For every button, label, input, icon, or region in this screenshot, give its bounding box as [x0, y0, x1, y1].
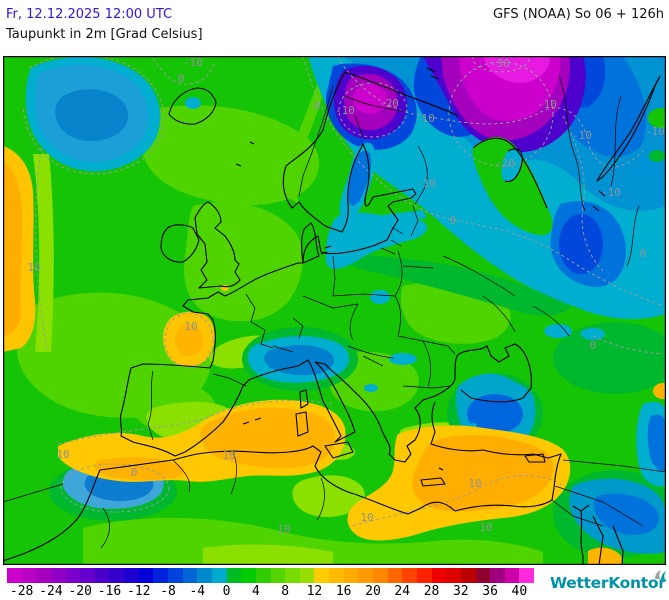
legend-cell [241, 568, 256, 583]
legend-cell [211, 568, 227, 583]
europe-dewpoint-map: -10 -30 0 0 -20 -10 -10 -10 -10 -10 -20 -10 -10 0 0 0 10… [2, 54, 669, 566]
contour-value-label: 10 [360, 511, 373, 524]
legend-cell [387, 568, 403, 583]
legend-tick-label: -28 [9, 584, 34, 599]
legend-cell [182, 568, 198, 583]
legend-cell [36, 568, 51, 583]
contour-value-label: -10 [335, 104, 355, 117]
contour-value-label: -10 [601, 186, 621, 199]
legend-cell [7, 568, 22, 583]
legend-tick-label: 20 [365, 584, 381, 599]
contour-value-label: -10 [572, 129, 592, 142]
legend-cell [314, 568, 330, 583]
legend-cell [358, 568, 374, 583]
legend-tick-label: -16 [97, 584, 122, 599]
legend-cell [446, 568, 461, 583]
contour-value-label: -10 [415, 112, 435, 125]
contour-value-label: -10 [537, 98, 557, 111]
contour-value-label: -20 [495, 157, 515, 170]
legend-cell [416, 568, 432, 583]
contour-value-label: 0 [131, 466, 138, 479]
contour-value-label: 10 [468, 477, 481, 490]
legend-cell [197, 568, 212, 583]
contour-value-label: 0 [178, 72, 185, 85]
legend-cell [299, 568, 315, 583]
legend-tick-label: 12 [306, 584, 323, 599]
contour-value-label: -10 [416, 177, 436, 190]
legend-cell [270, 568, 286, 583]
legend-cell [343, 568, 359, 583]
contour-value-label: -10 [183, 56, 203, 69]
contour-value-label: 10 [184, 320, 197, 333]
contour-value-label: 10 [479, 521, 492, 534]
color-scale-bar [7, 568, 535, 583]
logo-swoosh-icon [655, 570, 666, 580]
contour-value-label: 0 [590, 339, 597, 352]
legend-tick-label: -24 [39, 584, 63, 599]
logo-text: WetterKontor [550, 574, 666, 592]
legend-cell [94, 568, 110, 583]
coastlines [2, 67, 661, 566]
map-datetime: Fr, 12.12.2025 12:00 UTC [6, 7, 173, 22]
legend-tick-label: 4 [251, 584, 260, 599]
legend-tick-label: 0 [222, 584, 231, 599]
legend-cell [50, 568, 66, 583]
legend-cell [255, 568, 271, 583]
legend-cell [153, 568, 169, 583]
legend-tick-label: -20 [68, 584, 92, 599]
contour-value-label: 10 [27, 261, 40, 274]
legend-cell [109, 568, 125, 583]
legend-tick-label: 24 [394, 584, 411, 599]
legend-cell [285, 568, 300, 583]
legend-tick-label: -4 [189, 584, 206, 599]
map-canvas: -10 -30 0 0 -20 -10 -10 -10 -10 -10 -20 -10 -10 0 0 0 10… [2, 54, 669, 566]
legend-cell [138, 568, 154, 583]
contour-value-label: 10 [277, 523, 290, 536]
legend-tick-label: 36 [482, 584, 498, 599]
legend-cell [124, 568, 139, 583]
wetterkontor-logo: WetterKontor [550, 570, 666, 597]
map-frame [2, 55, 667, 566]
legend-cell [226, 568, 242, 583]
legend-tick-label: -8 [160, 584, 176, 599]
country-borders [2, 75, 667, 549]
legend-cell [519, 568, 535, 583]
legend-tick-label: 28 [423, 584, 440, 599]
contour-labels: -10 -30 0 0 -20 -10 -10 -10 -10 -10 -20 -10 -10 0 0 0 10… [27, 56, 665, 536]
contour-value-label: 10 [222, 449, 235, 462]
legend-cell [65, 568, 81, 583]
contour-value-label: 0 [450, 214, 457, 227]
legend-cell [490, 568, 505, 583]
legend-cell [460, 568, 476, 583]
legend-cell [329, 568, 344, 583]
legend-tick-label: -12 [127, 584, 151, 599]
page-title: Taupunkt in 2m [Grad Celsius] [6, 27, 203, 42]
legend-cell [431, 568, 447, 583]
legend-tick-label: 40 [511, 584, 528, 599]
legend-cell [21, 568, 37, 583]
legend-cell [475, 568, 491, 583]
contour-value-label: -20 [379, 97, 399, 110]
legend-cell [168, 568, 183, 583]
contour-value-label: -30 [490, 57, 510, 70]
contour-value-label: 10 [56, 448, 69, 461]
contour-value-label: 0 [314, 100, 321, 113]
legend-tick-label: 16 [335, 584, 352, 599]
contour-value-label: 0 [640, 247, 647, 260]
legend-cell [80, 568, 95, 583]
legend-cell [504, 568, 520, 583]
color-scale-ticks: -28 -24 -20 -16 -12 -8 -4 0 4 8 12 16 20 24 28 32 36 40 [7, 584, 534, 599]
contour-lines [22, 54, 664, 527]
legend-tick-label: 8 [281, 584, 290, 599]
legend-cell [373, 568, 388, 583]
model-run-label: GFS (NOAA) So 06 + 126h [493, 7, 664, 22]
contour-value-label: -10 [645, 125, 665, 138]
legend-cell [402, 568, 417, 583]
temperature-field: -10 -30 0 0 -20 -10 -10 -10 -10 -10 -20 -10 -10 0 0 0 10… [2, 54, 669, 566]
legend-tick-label: 32 [452, 584, 469, 599]
